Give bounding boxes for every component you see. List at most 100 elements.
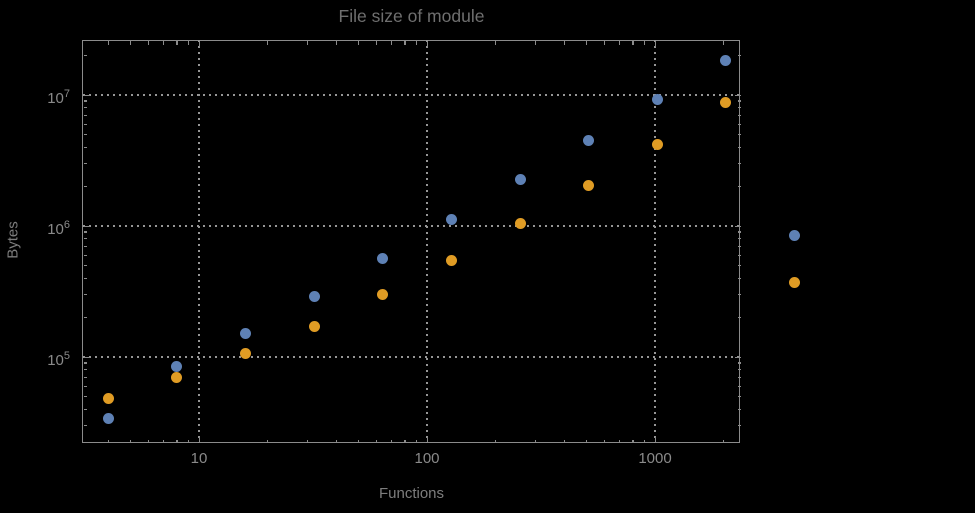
x-minor-tick: [585, 439, 588, 443]
y-minor-tick: [737, 100, 741, 102]
data-point-blue-x128: [445, 214, 457, 226]
y-tick-label: 107: [47, 88, 70, 107]
x-major-tick: [198, 41, 200, 47]
y-minor-tick: [83, 424, 87, 427]
data-point-blue-x8: [171, 361, 183, 373]
y-major-tick: [83, 94, 90, 96]
y-minor-tick: [83, 100, 87, 102]
x-minor-tick: [644, 41, 646, 45]
data-point-orange-x8: [171, 371, 183, 383]
x-tick-label: 100: [414, 450, 440, 467]
x-minor-tick: [391, 41, 393, 45]
x-minor-tick: [176, 41, 178, 45]
y-minor-tick: [737, 107, 741, 109]
x-minor-tick: [495, 439, 497, 443]
y-tick-label: 106: [47, 219, 70, 238]
x-major-tick: [426, 437, 428, 443]
x-minor-tick: [147, 41, 150, 45]
x-minor-tick: [416, 439, 418, 443]
y-minor-tick: [737, 123, 741, 125]
x-minor-tick: [163, 439, 165, 443]
x-minor-tick: [147, 439, 150, 443]
x-minor-tick: [563, 439, 565, 443]
y-minor-tick: [737, 254, 741, 256]
x-tick-label: 10: [190, 450, 208, 467]
y-major-tick: [735, 225, 741, 227]
data-point-orange-x64: [377, 288, 389, 300]
y-minor-tick: [83, 238, 87, 240]
y-major-tick: [735, 356, 741, 358]
y-minor-tick: [737, 317, 741, 319]
y-minor-tick: [737, 186, 741, 188]
y-minor-tick: [737, 277, 741, 279]
x-minor-tick: [563, 41, 565, 45]
x-major-tick: [426, 41, 428, 47]
x-minor-tick: [603, 41, 606, 45]
y-minor-tick: [737, 408, 741, 410]
y-minor-tick: [83, 245, 87, 247]
y-minor-tick: [83, 293, 87, 296]
y-minor-tick: [83, 376, 87, 378]
data-point-orange-x512: [583, 179, 595, 191]
x-minor-tick: [188, 439, 190, 443]
x-minor-tick: [307, 439, 309, 443]
y-minor-tick: [83, 231, 87, 233]
y-minor-tick: [737, 238, 741, 240]
y-minor-tick: [737, 146, 741, 148]
y-minor-tick: [83, 395, 87, 398]
y-minor-tick: [737, 293, 741, 296]
data-point-orange-x128: [445, 254, 457, 266]
x-minor-tick: [335, 439, 337, 443]
x-major-tick: [654, 437, 656, 443]
data-point-orange-x256: [514, 217, 526, 229]
x-minor-tick: [404, 41, 406, 45]
x-minor-tick: [129, 41, 132, 45]
data-point-blue-x4: [102, 412, 114, 424]
y-minor-tick: [83, 123, 87, 125]
data-point-blue-x512: [583, 134, 595, 146]
data-point-blue-x32: [308, 290, 320, 302]
data-point-orange-x1024: [651, 138, 663, 150]
data-point-blue-x2048: [720, 54, 732, 66]
data-point-orange-x4096: [789, 277, 801, 289]
data-point-blue-x4096: [789, 230, 801, 242]
x-axis-title: Functions: [378, 485, 445, 502]
y-minor-tick: [83, 146, 87, 148]
x-minor-tick: [495, 41, 497, 45]
data-point-orange-x4: [102, 393, 114, 405]
y-minor-tick: [737, 395, 741, 398]
x-minor-tick: [307, 41, 309, 45]
data-point-blue-x1024: [651, 94, 663, 106]
y-minor-tick: [737, 369, 741, 371]
y-major-tick: [83, 356, 90, 358]
x-minor-tick: [603, 439, 606, 443]
gridline-x-100: [426, 40, 428, 443]
x-major-tick: [198, 437, 200, 443]
x-minor-tick: [404, 439, 406, 443]
chart-title: File size of module: [338, 6, 485, 26]
x-minor-tick: [619, 439, 621, 443]
gridline-x-10: [198, 40, 200, 443]
x-minor-tick: [107, 439, 109, 443]
y-minor-tick: [737, 133, 741, 136]
y-minor-tick: [83, 408, 87, 410]
x-minor-tick: [163, 41, 165, 45]
y-minor-tick: [737, 362, 741, 364]
data-point-orange-x32: [308, 321, 320, 333]
y-minor-tick: [83, 317, 87, 319]
x-minor-tick: [357, 439, 360, 443]
y-axis-title: Bytes: [4, 221, 22, 259]
data-point-orange-x16: [240, 348, 252, 360]
y-minor-tick: [83, 385, 87, 387]
y-major-tick: [83, 225, 90, 227]
x-minor-tick: [619, 41, 621, 45]
y-minor-tick: [737, 424, 741, 427]
data-point-blue-x64: [377, 253, 389, 265]
gridline-x-1000: [654, 40, 656, 443]
y-minor-tick: [83, 264, 87, 267]
x-minor-tick: [357, 41, 360, 45]
x-minor-tick: [129, 439, 132, 443]
y-minor-tick: [737, 245, 741, 247]
x-minor-tick: [416, 41, 418, 45]
x-minor-tick: [267, 41, 269, 45]
